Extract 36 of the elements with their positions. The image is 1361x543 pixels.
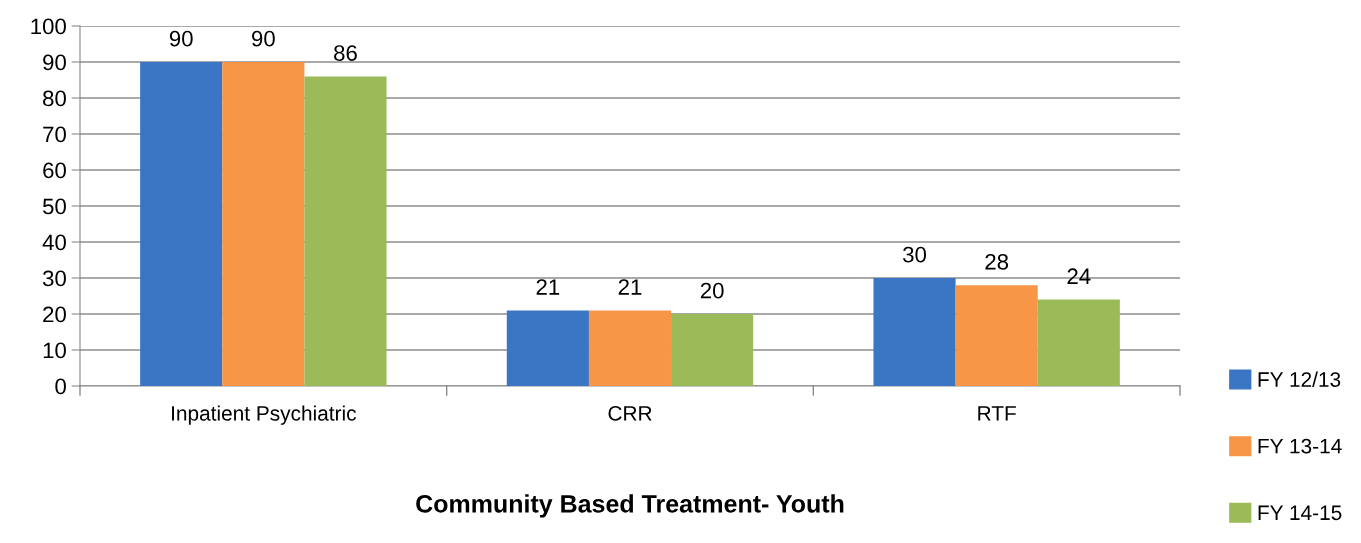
y-tick-label: 40 bbox=[42, 234, 66, 251]
bar bbox=[222, 62, 305, 386]
x-tick-label: CRR bbox=[608, 405, 652, 421]
legend-label: FY 14-15 bbox=[1258, 505, 1342, 521]
y-tick-label: 10 bbox=[43, 342, 66, 359]
bar bbox=[506, 310, 589, 386]
bar bbox=[140, 62, 223, 386]
bar bbox=[1037, 299, 1120, 386]
bar bbox=[588, 310, 672, 386]
data-label: 28 bbox=[985, 253, 1009, 270]
y-tick-label: 70 bbox=[43, 126, 66, 143]
data-label: 24 bbox=[1067, 268, 1091, 284]
legend-label: FY 12/13 bbox=[1258, 371, 1341, 387]
data-label: 30 bbox=[903, 246, 927, 263]
data-label: 20 bbox=[700, 282, 724, 299]
data-label: 86 bbox=[334, 45, 357, 61]
x-tick-label: RTF bbox=[978, 406, 1016, 421]
data-label: 90 bbox=[252, 30, 275, 47]
data-label: 21 bbox=[536, 279, 560, 295]
bar bbox=[955, 285, 1038, 386]
data-label: 90 bbox=[169, 30, 193, 47]
y-tick-label: 20 bbox=[43, 306, 66, 323]
y-tick-label: 30 bbox=[42, 270, 66, 287]
y-tick-label: 0 bbox=[55, 378, 66, 395]
y-tick-label: 100 bbox=[31, 18, 66, 35]
legend-label: FY 13-14 bbox=[1258, 438, 1342, 454]
x-tick-label: Inpatient Psychiatric bbox=[172, 405, 356, 425]
bar bbox=[873, 278, 956, 386]
y-tick-label: 50 bbox=[42, 198, 66, 215]
y-tick-label: 80 bbox=[43, 90, 66, 107]
x-axis-title: Community Based Treatment- Youth bbox=[416, 494, 844, 518]
data-label: 21 bbox=[618, 279, 642, 295]
bar bbox=[304, 76, 387, 386]
bar bbox=[671, 314, 754, 386]
y-tick-label: 60 bbox=[43, 162, 66, 179]
y-tick-label: 90 bbox=[43, 54, 66, 71]
